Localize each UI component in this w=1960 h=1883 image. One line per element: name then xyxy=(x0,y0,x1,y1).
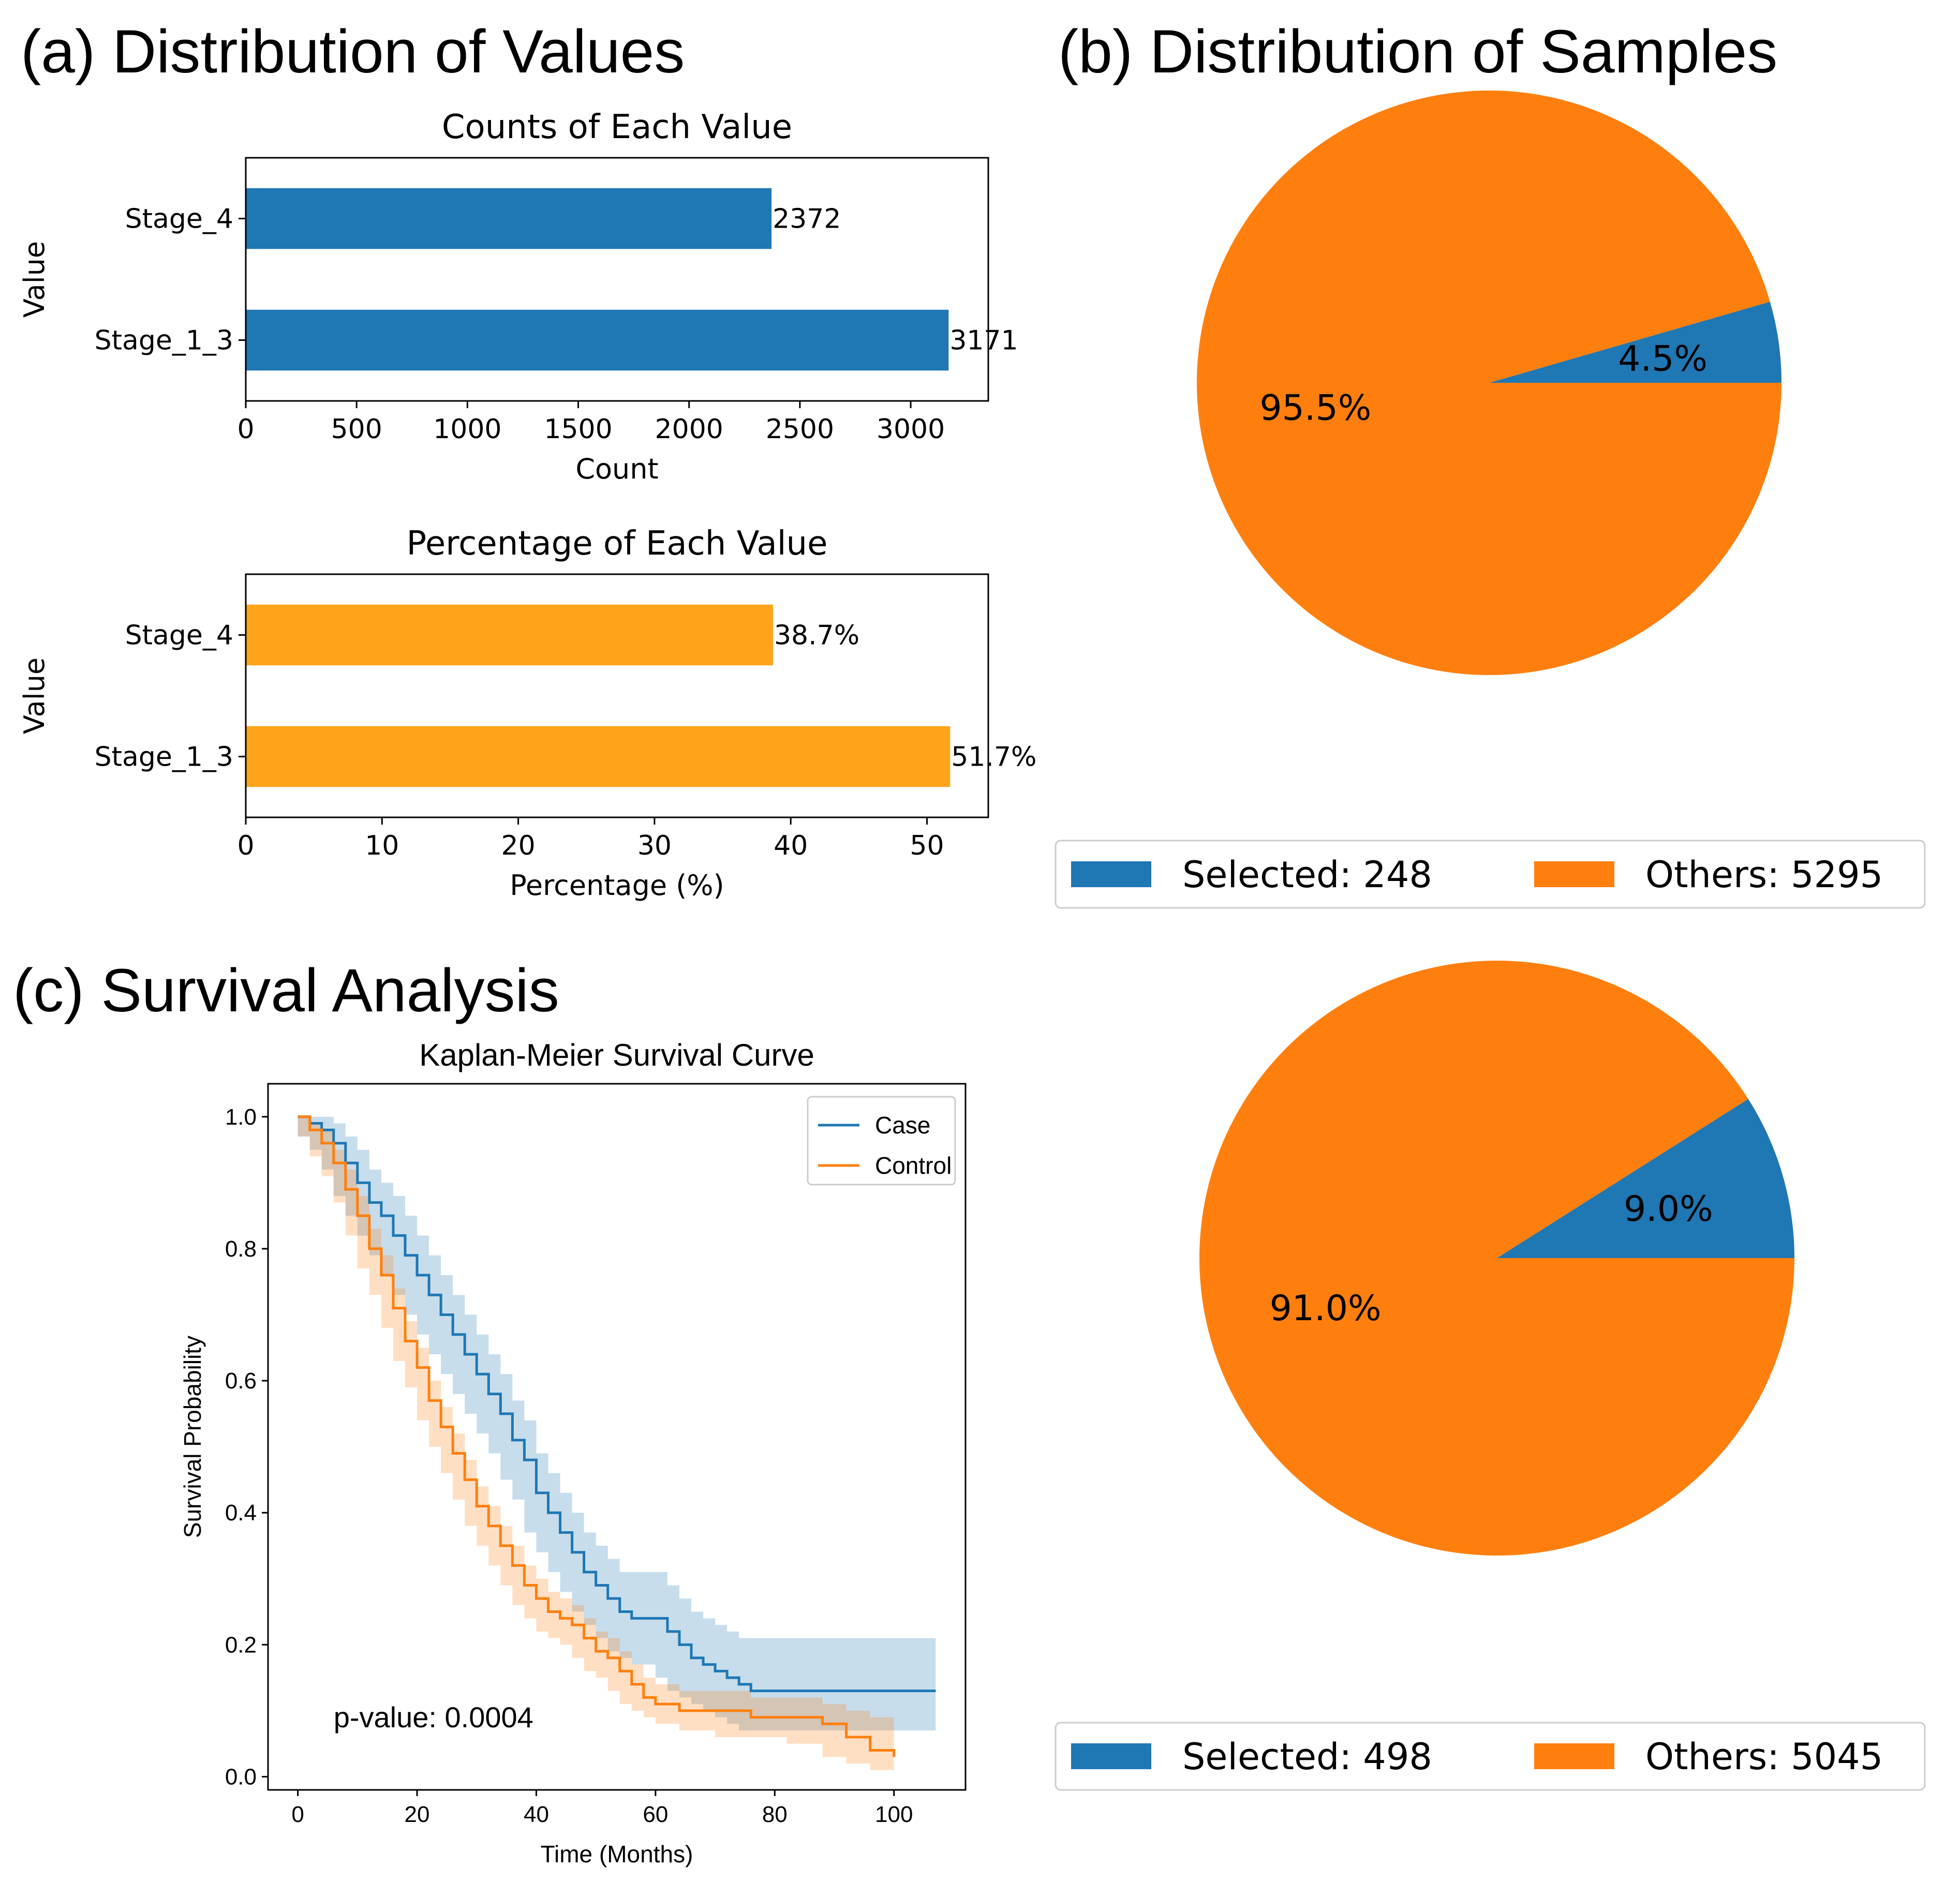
pie-pct-label: 4.5% xyxy=(1618,339,1707,380)
survival-line-case xyxy=(298,1115,936,1693)
y-tick-label: 0.4 xyxy=(225,1500,257,1526)
x-tick-label: 60 xyxy=(643,1802,668,1827)
kaplan-meier-chart: Kaplan-Meier Survival Curve 0 20 40 60 80 100 0… xyxy=(179,1038,967,1867)
p-value-annotation: p-value: 0.0004 xyxy=(334,1701,533,1733)
bar-stage_4 xyxy=(246,188,772,249)
legend-label: Selected: 248 xyxy=(1182,854,1432,896)
ci-band-case xyxy=(298,1116,936,1731)
y-tick-label: Stage_4 xyxy=(125,204,233,235)
counts-bar-chart: Counts of Each Value Stage_4 2372 Stage_1_3… xyxy=(18,108,1018,485)
x-tick-label: 0 xyxy=(237,830,254,861)
legend-frame xyxy=(807,1096,956,1186)
bar-value-label: 3171 xyxy=(949,325,1018,356)
pie-slice-others xyxy=(1196,90,1781,675)
panel-b-title: (b) Distribution of Samples xyxy=(1058,18,1777,86)
plot-frame xyxy=(245,157,989,402)
chart-title: Percentage of Each Value xyxy=(407,525,828,563)
legend-swatch-others xyxy=(1534,861,1614,887)
y-tick-label: Stage_4 xyxy=(125,620,233,651)
legend-frame xyxy=(1055,840,1926,909)
x-tick-label: 1000 xyxy=(433,414,501,445)
bar-stage_4 xyxy=(246,604,773,666)
pie-legend: Selected: 248 Others: 5295 xyxy=(1055,840,1926,909)
legend-label: Control xyxy=(875,1152,952,1179)
pie-pct-label: 9.0% xyxy=(1624,1189,1713,1230)
x-tick-label: 0 xyxy=(237,414,254,445)
x-tick-label: 20 xyxy=(501,830,536,861)
y-axis-label: Survival Probability xyxy=(179,1336,206,1538)
pie-slice-selected xyxy=(1489,302,1781,383)
pie-pct-label: 95.5% xyxy=(1259,387,1371,428)
km-legend: Case Control xyxy=(807,1096,956,1186)
percentage-bar-chart: Percentage of Each Value Stage_4 38.7% Stag… xyxy=(18,525,1036,902)
pie-slice-others xyxy=(1199,960,1794,1556)
y-axis-label: Value xyxy=(18,657,51,734)
legend-label: Others: 5045 xyxy=(1645,1736,1883,1778)
bar-value-label: 51.7% xyxy=(951,742,1036,773)
y-tick-label: 1.0 xyxy=(225,1104,257,1130)
survival-line-control xyxy=(298,1115,896,1757)
x-tick-label: 0 xyxy=(291,1802,304,1827)
x-tick-label: 500 xyxy=(331,414,382,445)
y-axis-label: Value xyxy=(18,241,51,318)
bar-value-label: 2372 xyxy=(773,204,841,235)
x-tick-label: 30 xyxy=(637,830,672,861)
x-axis-label: Percentage (%) xyxy=(510,869,724,902)
pie-slice-selected xyxy=(1497,1099,1794,1258)
pie-pct-label: 91.0% xyxy=(1270,1288,1382,1329)
y-tick-label: 0.2 xyxy=(225,1632,257,1657)
plot-frame xyxy=(245,573,989,818)
x-tick-label: 40 xyxy=(524,1802,549,1827)
bar-value-label: 38.7% xyxy=(774,620,859,651)
y-tick-label: Stage_1_3 xyxy=(95,742,233,773)
chart-title: Counts of Each Value xyxy=(442,108,792,146)
y-tick-label: Stage_1_3 xyxy=(95,325,233,356)
samples-pie-chart-1: 4.5% 95.5% Selected: 248 Others: 5295 xyxy=(1055,90,1926,909)
plot-frame xyxy=(267,1083,967,1791)
legend-swatch-others xyxy=(1534,1743,1614,1769)
legend-label: Case xyxy=(875,1112,930,1139)
x-tick-label: 3000 xyxy=(877,414,945,445)
x-axis-label: Time (Months) xyxy=(541,1841,693,1867)
samples-pie-chart-2: 9.0% 91.0% Selected: 498 Others: 5045 xyxy=(1055,960,1926,1791)
x-tick-label: 20 xyxy=(405,1802,430,1827)
x-tick-label: 80 xyxy=(762,1802,788,1827)
bar-stage_1_3 xyxy=(246,726,951,787)
pie-legend: Selected: 498 Others: 5045 xyxy=(1055,1722,1926,1791)
y-tick-label: 0.6 xyxy=(225,1368,257,1394)
panel-a-title: (a) Distribution of Values xyxy=(21,18,685,86)
y-tick-label: 0.0 xyxy=(225,1764,257,1789)
x-tick-label: 2000 xyxy=(655,414,723,445)
legend-label: Others: 5295 xyxy=(1645,854,1883,896)
chart-title: Kaplan-Meier Survival Curve xyxy=(419,1038,814,1072)
panel-c-title: (c) Survival Analysis xyxy=(13,957,559,1025)
x-tick-label: 2500 xyxy=(766,414,834,445)
x-axis-label: Count xyxy=(575,453,658,485)
x-tick-label: 40 xyxy=(774,830,808,861)
x-tick-label: 100 xyxy=(875,1802,913,1827)
legend-swatch-selected xyxy=(1071,1743,1151,1769)
legend-label: Selected: 498 xyxy=(1182,1736,1432,1778)
x-tick-label: 10 xyxy=(365,830,399,861)
legend-swatch-selected xyxy=(1071,861,1151,887)
bar-stage_1_3 xyxy=(246,309,949,371)
y-tick-label: 0.8 xyxy=(225,1236,257,1262)
x-tick-label: 1500 xyxy=(544,414,612,445)
x-tick-label: 50 xyxy=(910,830,944,861)
legend-frame xyxy=(1055,1722,1926,1791)
